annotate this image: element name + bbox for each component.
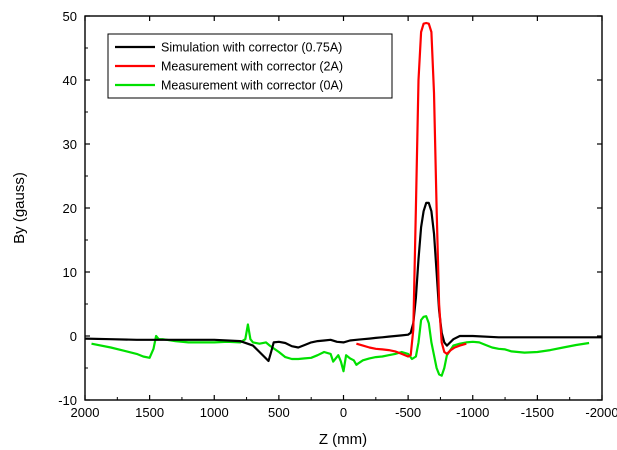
x-tick-label: 1000: [200, 405, 229, 420]
y-tick-label: 10: [63, 265, 77, 280]
y-tick-label: 0: [70, 329, 77, 344]
series-line-1: [356, 21, 467, 358]
legend-label-2: Measurement with corrector (0A): [161, 79, 343, 93]
y-axis-ticks: -10 0 10 20 30 40 50: [58, 9, 602, 408]
y-tick-label: 50: [63, 9, 77, 24]
series-line-2: [91, 315, 590, 377]
x-tick-label: 500: [268, 405, 290, 420]
x-tick-label: -500: [395, 405, 421, 420]
x-tick-label: 2000: [71, 405, 100, 420]
series-line-0: [84, 201, 602, 363]
legend-frame: [107, 33, 393, 99]
legend-label-1: Measurement with corrector (2A): [161, 60, 343, 74]
series-curves: [84, 21, 602, 377]
x-axis-title: Z (mm): [319, 431, 367, 448]
x-tick-label: -1000: [456, 405, 489, 420]
x-axis-ticks: 2000 1500 1000 500 0 -500 -1000 -1500 -2000: [71, 16, 617, 420]
y-axis-title: By (gauss): [11, 172, 28, 244]
y-tick-label: -10: [58, 393, 77, 408]
x-tick-label: 1500: [135, 405, 164, 420]
legend: Simulation with corrector (0.75A) Measure…: [107, 33, 393, 99]
y-tick-label: 40: [63, 73, 77, 88]
x-tick-label: 0: [340, 405, 347, 420]
x-tick-label: -2000: [585, 405, 617, 420]
y-tick-label: 30: [63, 137, 77, 152]
legend-label-0: Simulation with corrector (0.75A): [161, 41, 342, 55]
x-tick-label: -1500: [521, 405, 554, 420]
y-tick-label: 20: [63, 201, 77, 216]
